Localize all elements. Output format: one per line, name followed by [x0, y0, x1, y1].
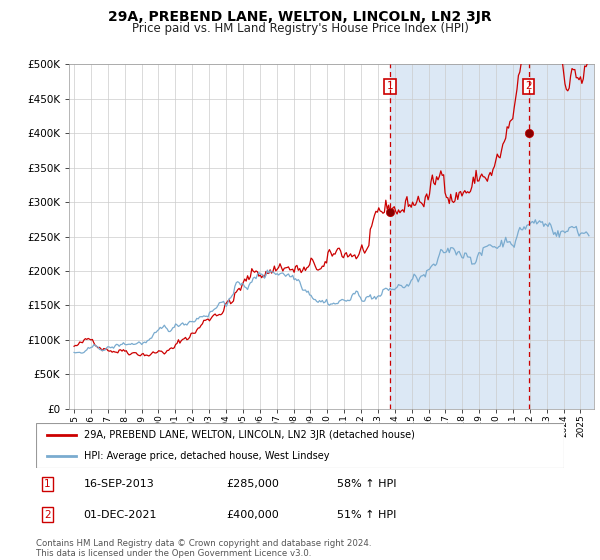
Text: 1: 1	[44, 479, 51, 489]
Text: 58% ↑ HPI: 58% ↑ HPI	[337, 479, 397, 489]
Text: 1: 1	[386, 81, 393, 91]
Text: 29A, PREBEND LANE, WELTON, LINCOLN, LN2 3JR (detached house): 29A, PREBEND LANE, WELTON, LINCOLN, LN2 …	[83, 430, 415, 440]
Text: 01-DEC-2021: 01-DEC-2021	[83, 510, 157, 520]
Text: This data is licensed under the Open Government Licence v3.0.: This data is licensed under the Open Gov…	[36, 549, 311, 558]
Text: HPI: Average price, detached house, West Lindsey: HPI: Average price, detached house, West…	[83, 450, 329, 460]
Bar	[390, 64, 594, 409]
Text: 2: 2	[525, 81, 532, 91]
Text: Contains HM Land Registry data © Crown copyright and database right 2024.: Contains HM Land Registry data © Crown c…	[36, 539, 371, 548]
Text: 51% ↑ HPI: 51% ↑ HPI	[337, 510, 397, 520]
Text: 2: 2	[44, 510, 51, 520]
Text: Price paid vs. HM Land Registry's House Price Index (HPI): Price paid vs. HM Land Registry's House …	[131, 22, 469, 35]
Text: £285,000: £285,000	[226, 479, 279, 489]
Text: 16-SEP-2013: 16-SEP-2013	[83, 479, 154, 489]
Text: 29A, PREBEND LANE, WELTON, LINCOLN, LN2 3JR: 29A, PREBEND LANE, WELTON, LINCOLN, LN2 …	[108, 10, 492, 24]
Text: £400,000: £400,000	[226, 510, 279, 520]
